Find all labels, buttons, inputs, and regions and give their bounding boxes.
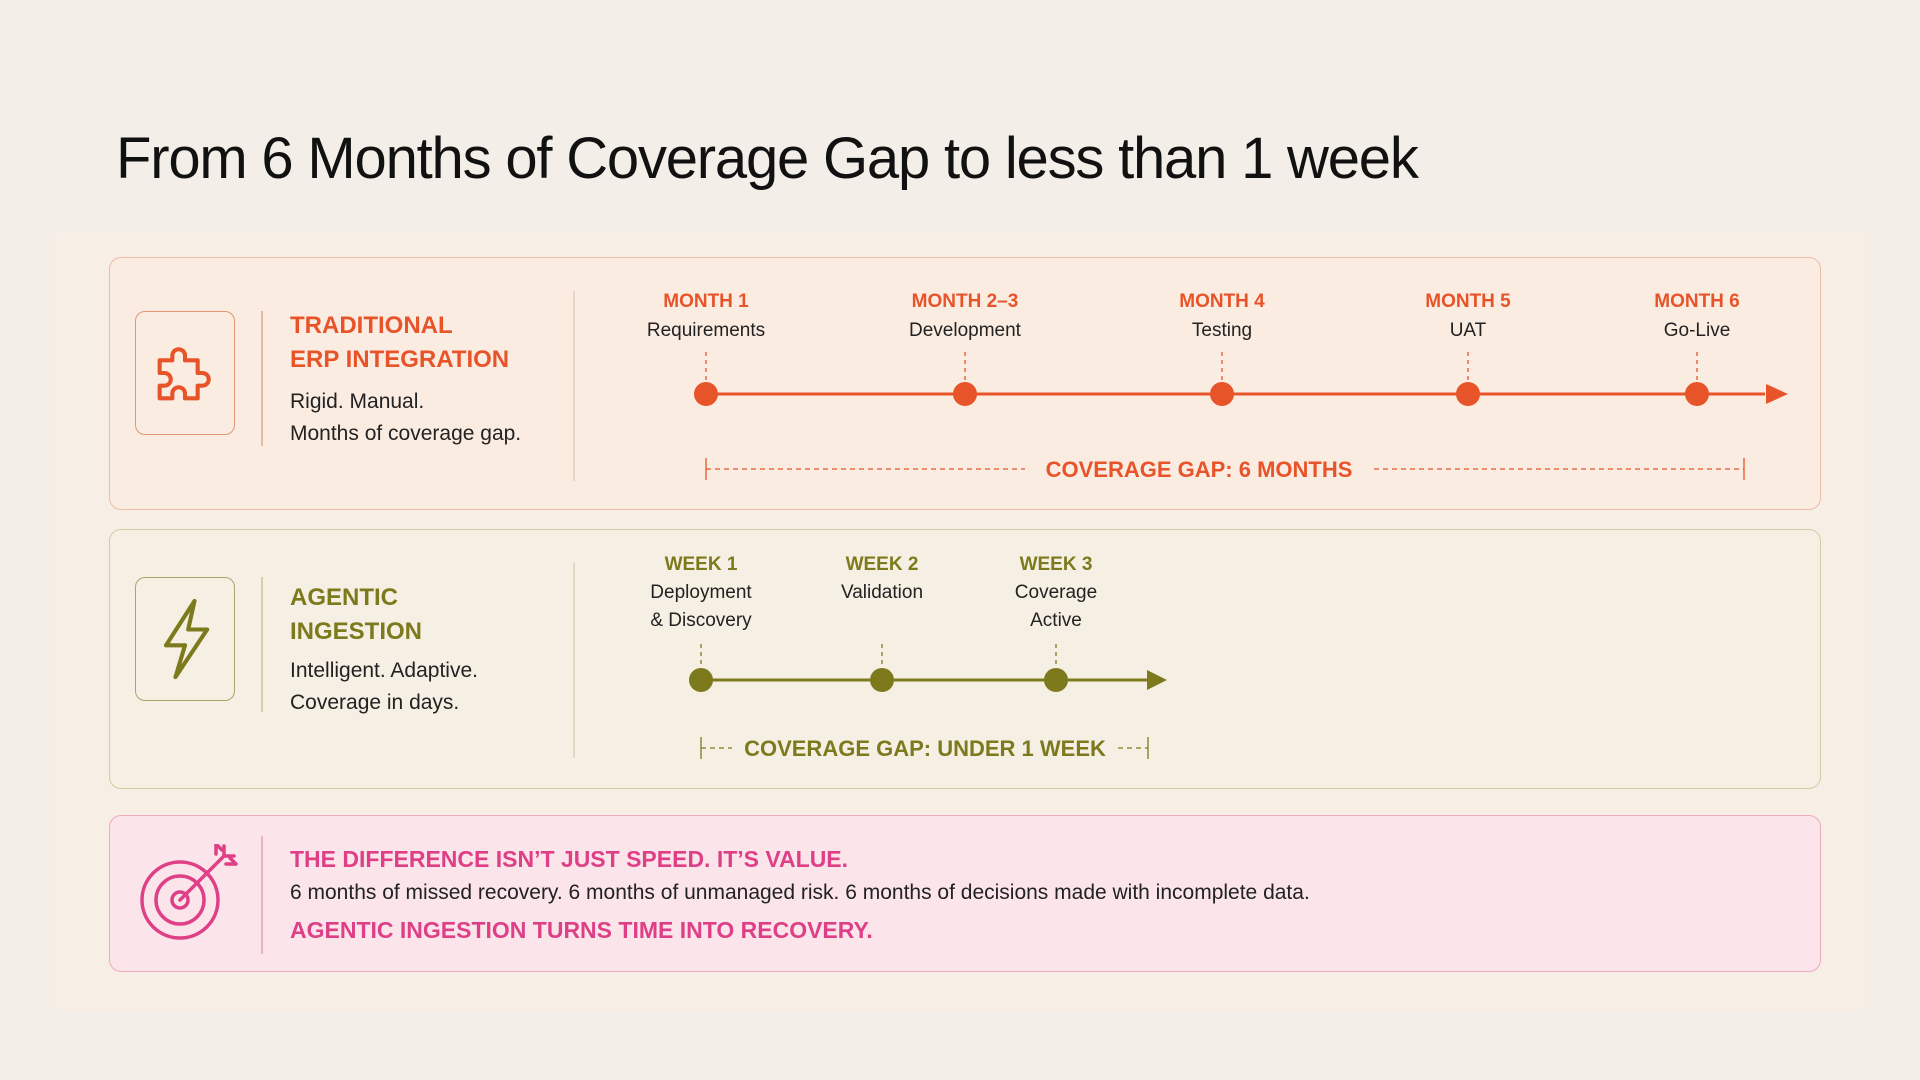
milestone-dot: [694, 382, 718, 406]
milestone-dot: [689, 668, 713, 692]
value-divider: [261, 836, 263, 954]
agentic-heading: AGENTIC INGESTION: [290, 581, 422, 649]
agentic-heading-line1: AGENTIC: [290, 584, 398, 611]
milestone-sub: UAT: [1450, 320, 1487, 341]
milestone-dot: [1685, 382, 1709, 406]
agentic-desc-line1: Intelligent. Adaptive.: [290, 659, 478, 682]
milestone-label: MONTH 4: [1179, 291, 1265, 312]
target-arrow-icon: [140, 844, 238, 940]
traditional-timeline: MONTH 1 Requirements MONTH 2–3 Development M…: [647, 291, 1788, 482]
milestone-dot: [953, 382, 977, 406]
milestone-sub: Active: [1030, 610, 1082, 631]
value-headline: THE DIFFERENCE ISN’T JUST SPEED. IT’S VA…: [290, 846, 849, 872]
milestone-sub: Go-Live: [1664, 320, 1731, 341]
agentic-timeline: WEEK 1 Deployment & Discovery WEEK 2 Validat…: [650, 554, 1167, 761]
traditional-description: Rigid. Manual. Months of coverage gap.: [290, 386, 521, 450]
milestone-label: MONTH 1: [663, 291, 749, 312]
milestone-sub: Deployment: [650, 582, 752, 603]
milestone-sub: Requirements: [647, 320, 765, 341]
milestone-label: WEEK 1: [665, 554, 738, 575]
agentic-desc-line2: Coverage in days.: [290, 691, 460, 714]
value-body: 6 months of missed recovery. 6 months of…: [290, 881, 1310, 904]
traditional-desc-line2: Months of coverage gap.: [290, 422, 522, 445]
traditional-timeline-divider: [573, 291, 575, 481]
traditional-panel: TRADITIONAL ERP INTEGRATION Rigid. Manua…: [109, 257, 1821, 510]
lightning-bolt-icon: [163, 598, 210, 680]
agentic-icon-box: [135, 577, 235, 701]
agentic-panel: AGENTIC INGESTION Intelligent. Adaptive.…: [109, 529, 1821, 789]
traditional-heading-line2: ERP INTEGRATION: [290, 346, 510, 373]
puzzle-piece-icon: [157, 347, 211, 401]
coverage-gap-label: COVERAGE GAP: 6 MONTHS: [1046, 457, 1353, 482]
agentic-timeline-divider: [573, 563, 575, 758]
traditional-timeline-arrow: [1766, 384, 1788, 404]
milestone-sub: Validation: [841, 582, 923, 603]
milestone-label: MONTH 2–3: [912, 291, 1019, 312]
value-panel: THE DIFFERENCE ISN’T JUST SPEED. IT’S VA…: [109, 815, 1821, 972]
milestone-label: MONTH 5: [1425, 291, 1511, 312]
agentic-description: Intelligent. Adaptive. Coverage in days.: [290, 655, 478, 719]
milestone-dot: [1044, 668, 1068, 692]
coverage-gap-label: COVERAGE GAP: UNDER 1 WEEK: [744, 736, 1106, 761]
milestone-dot: [1456, 382, 1480, 406]
milestone-label: MONTH 6: [1654, 291, 1740, 312]
traditional-icon-box: [135, 311, 235, 435]
traditional-desc-line1: Rigid. Manual.: [290, 390, 425, 413]
value-tagline: AGENTIC INGESTION TURNS TIME INTO RECOVE…: [290, 917, 873, 943]
agentic-timeline-arrow: [1147, 670, 1167, 690]
milestone-label: WEEK 3: [1020, 554, 1093, 575]
milestone-sub: & Discovery: [650, 610, 752, 631]
traditional-divider: [261, 311, 263, 446]
agentic-divider: [261, 577, 263, 712]
milestone-sub: Development: [909, 320, 1022, 341]
traditional-heading-line1: TRADITIONAL: [290, 312, 453, 339]
milestone-dot: [870, 668, 894, 692]
page-title: From 6 Months of Coverage Gap to less th…: [116, 126, 1419, 191]
milestone-label: WEEK 2: [846, 554, 919, 575]
milestone-sub: Testing: [1192, 320, 1252, 341]
milestone-dot: [1210, 382, 1234, 406]
traditional-heading: TRADITIONAL ERP INTEGRATION: [290, 309, 509, 377]
agentic-heading-line2: INGESTION: [290, 618, 423, 645]
milestone-sub: Coverage: [1015, 582, 1097, 603]
